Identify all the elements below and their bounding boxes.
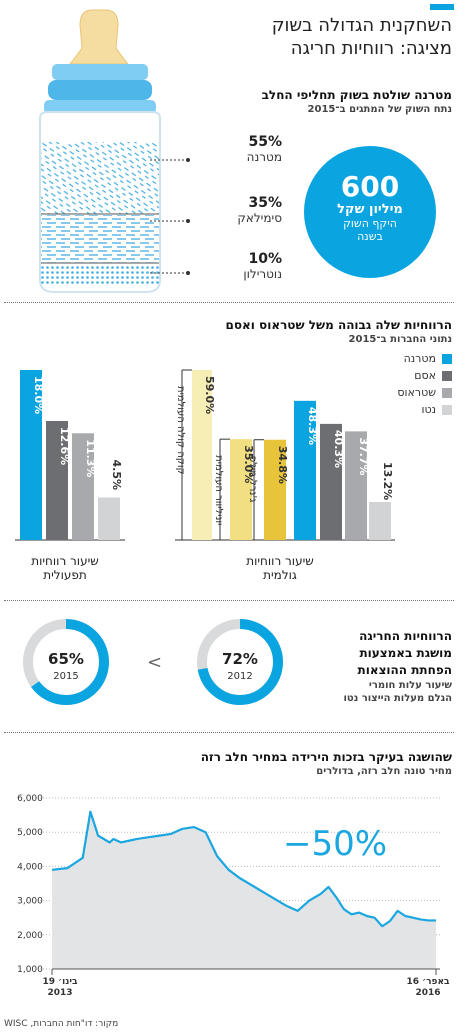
profit-subtitle: נתוני החברות ב־2015	[348, 334, 452, 345]
operating-value-label-1: 12.6%	[58, 427, 71, 465]
legend-swatch-nestle	[442, 405, 452, 415]
decline-annotation: −50%	[283, 824, 387, 864]
donut-year-2012: 2012	[227, 671, 252, 682]
market-title: מטרנה שולטת בשוק תחליפי החלב	[261, 88, 452, 102]
gross-value-label-5: 37.7%	[357, 437, 370, 475]
gross-value-label-3: 48.3%	[306, 407, 319, 445]
gross-category-1: יוניליוור העולמית	[213, 455, 224, 525]
price-title: שהושגה בעיקר בזכות הירידה במחיר חלב רזה	[200, 750, 452, 764]
gross-bar-0	[192, 370, 212, 540]
legend-materna: מטרנה	[403, 352, 436, 365]
price-line	[51, 810, 436, 928]
gross-value-label-4: 40.3%	[332, 430, 345, 468]
operating-bar-0	[20, 370, 42, 540]
legend-strauss: שטראוס	[397, 386, 436, 399]
legend-nestle: נטו	[421, 403, 436, 416]
profit-title: הרווחיות שלה גבוהה משל שטראוס ואסם	[225, 318, 452, 332]
market-size-circle	[304, 146, 436, 278]
header-accent-bar	[430, 4, 454, 10]
donut-arc-2015	[23, 619, 109, 705]
gross-value-label-2: 34.8%	[276, 446, 289, 484]
y-tick-label-1: 5,000	[17, 828, 43, 838]
y-tick-label-5: 1,000	[17, 965, 43, 975]
gross-bar-5	[345, 431, 367, 540]
donut-year-2015: 2015	[53, 671, 78, 682]
gross-value-label-1: 35.0%	[242, 445, 255, 483]
profitability-bar-charts: 59.0% קוקה קולה העולמית 35.0% יוניליוור העו…	[15, 369, 395, 541]
operating-value-label-2: 11.3%	[84, 439, 97, 477]
y-tick-label-3: 3,000	[17, 897, 43, 907]
y-tick-label-2: 4,000	[17, 862, 43, 872]
compare-sign: <	[147, 652, 163, 673]
legend-swatch-osem	[442, 371, 452, 381]
x-label-start-year: 2013	[47, 988, 72, 998]
divider-1	[4, 302, 454, 303]
operating-value-label-3: 4.5%	[110, 460, 123, 491]
operating-bar-3	[98, 497, 120, 540]
gross-axis-label: שיעור רווחיות גולמית	[246, 554, 314, 582]
operating-bar-2	[72, 433, 94, 540]
share-nutrilon: 10% נוטרילון	[243, 251, 282, 281]
market-size-text: 600 מיליון שקל היקף השוק בשנה	[337, 170, 403, 244]
bottle-cap	[52, 64, 148, 80]
divider-3	[4, 732, 454, 733]
y-tick-label-4: 2,000	[17, 931, 43, 941]
share-materna: 55% מטרנה	[246, 134, 282, 164]
legend-swatch-materna	[442, 354, 452, 364]
gross-category-0: קוקה קולה העולמית	[175, 386, 186, 475]
divider-2	[4, 600, 454, 601]
gross-bar-4	[320, 423, 342, 540]
share-similac: 35% סימילאק	[237, 195, 282, 225]
gross-bar-3	[294, 400, 316, 540]
donut-value-2015: 65%	[48, 650, 84, 668]
x-label-end-year: 2016	[415, 988, 440, 998]
gross-value-label-6: 13.2%	[381, 462, 394, 500]
page-title: השחקנית הגדולה בשוק מציגה: רווחיות חריגה	[271, 15, 452, 59]
margin-title: הרווחיות החריגה מושגת באמצעות הפחתת ההוצ…	[357, 629, 452, 677]
gross-bar-6	[369, 501, 391, 540]
gross-bar-2	[264, 439, 286, 540]
y-tick-label-0: 6,000	[17, 794, 43, 804]
donut-arc-2012	[197, 619, 283, 705]
operating-axis-label: שיעור רווחיות תפעולית	[31, 554, 99, 582]
donut-value-2012: 72%	[222, 650, 258, 668]
gross-category-2: ג'נרל מילס	[247, 456, 258, 503]
cost-donut-charts: 72% 2012 65% 2015	[23, 619, 283, 705]
legend-osem: אסם	[414, 369, 436, 382]
market-subtitle: נתח השוק של המתגים ב־2015	[307, 104, 452, 115]
bottle-illustration	[39, 9, 436, 293]
price-subtitle: מחיר טונה חלב רזה, בדולרים	[316, 766, 452, 777]
gross-bar-1	[230, 439, 252, 540]
price-area	[52, 811, 436, 969]
operating-bar-1	[46, 421, 68, 540]
operating-value-label-0: 18.0%	[32, 376, 45, 414]
gross-value-label-0: 59.0%	[203, 376, 216, 414]
x-label-end: 16 באפר׳	[406, 977, 450, 987]
source-note: מקור: דו"חות החברות, WISC	[4, 1019, 119, 1029]
legend-swatch-strauss	[442, 388, 452, 398]
x-label-start: 19 בינו׳	[43, 977, 78, 987]
margin-subtitle: שיעור עלות חומרי הגלם מעלות הייצור נטו	[343, 680, 452, 704]
